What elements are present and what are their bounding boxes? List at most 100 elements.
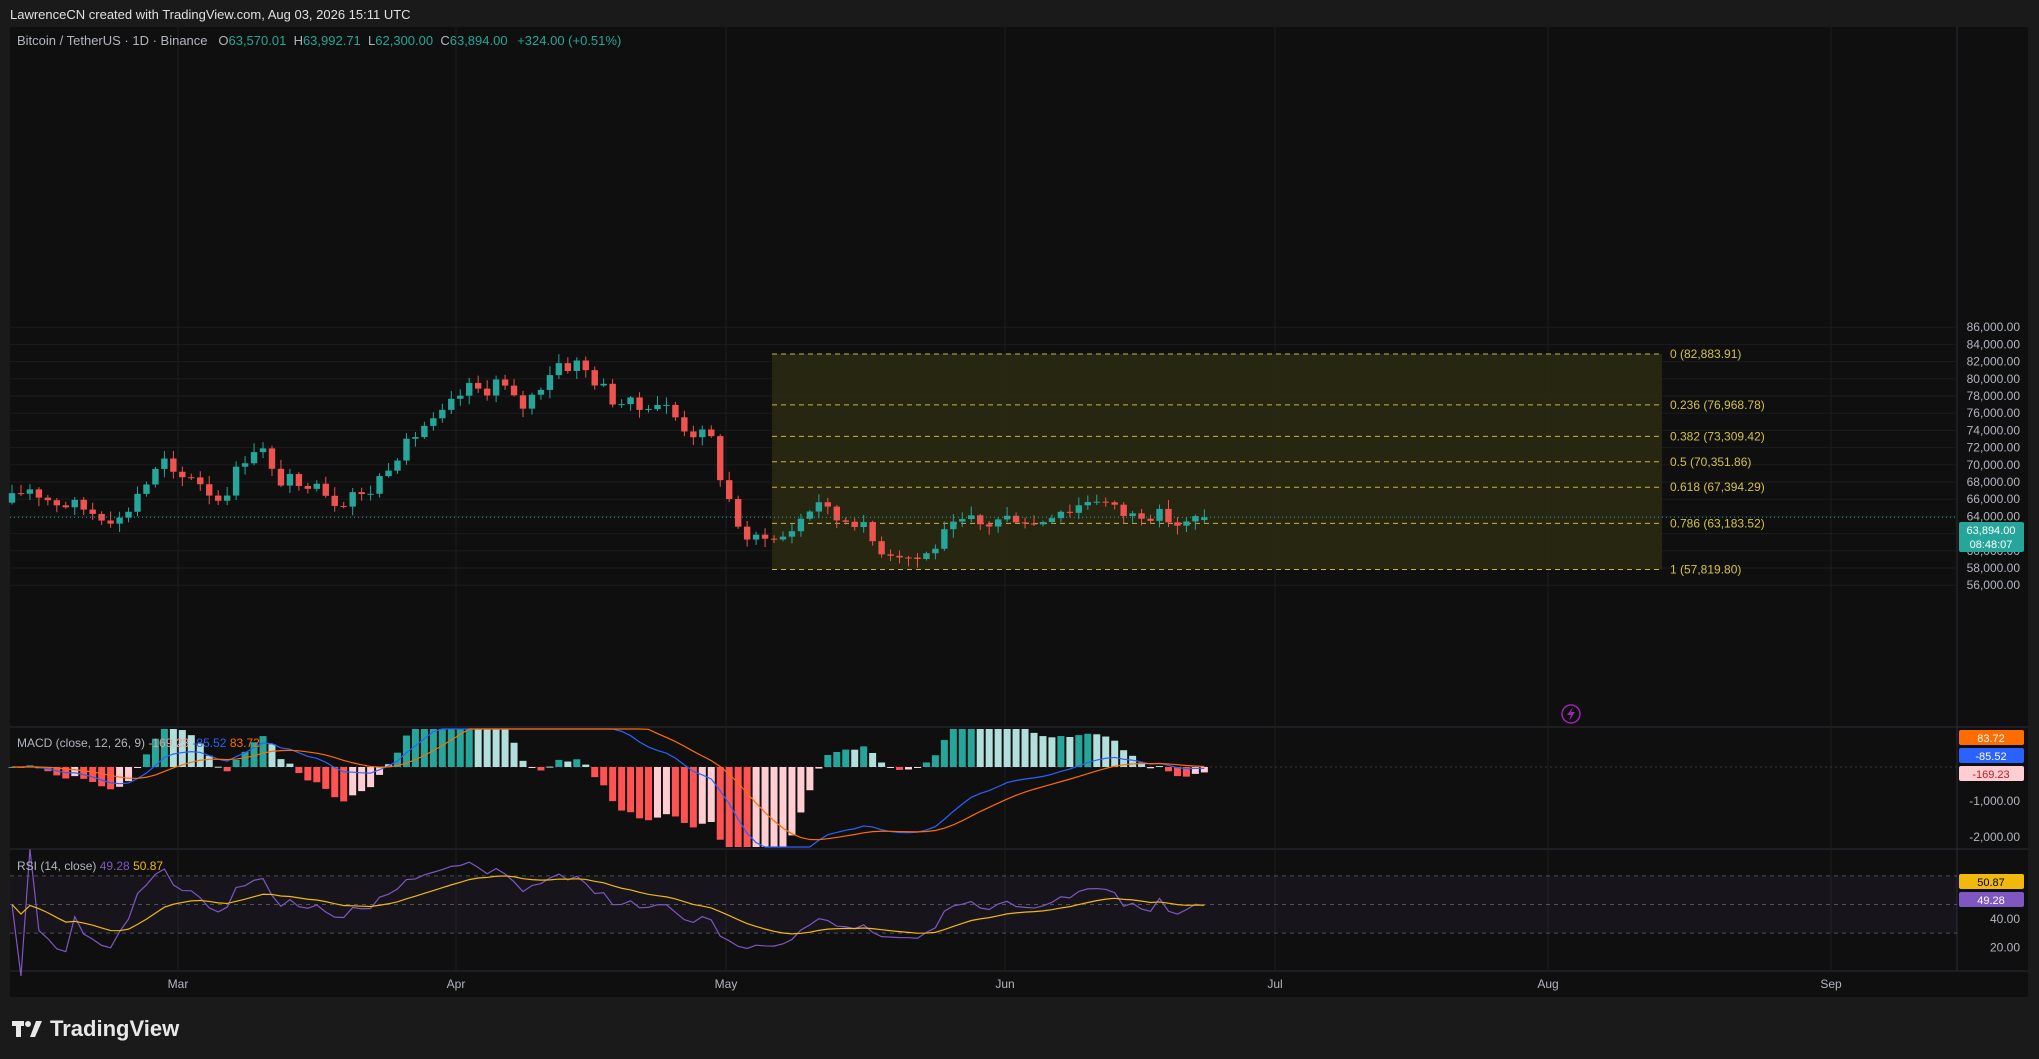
- candle-down: [277, 468, 285, 486]
- candle-down: [501, 379, 509, 386]
- macd-histogram-bar: [797, 767, 805, 813]
- macd-histogram-bar: [967, 729, 975, 767]
- macd-histogram-bar: [205, 755, 213, 767]
- candle-down: [717, 436, 724, 481]
- macd-histogram-bar: [976, 729, 984, 767]
- macd-histogram-bar: [600, 767, 608, 786]
- price-axis-label: 74,000.00: [1967, 423, 2021, 437]
- rsi-line: [11, 849, 1205, 977]
- alert-bolt-icon-ring: [1561, 704, 1581, 724]
- macd-axis-label: -2,000.00: [1969, 830, 2020, 844]
- candle-down: [851, 521, 858, 528]
- alert-bolt-icon[interactable]: [1561, 704, 1581, 724]
- candle-up: [430, 418, 437, 426]
- candle-down: [62, 505, 69, 508]
- symbol-title[interactable]: Bitcoin / TetherUS · 1D · Binance: [17, 33, 208, 48]
- candle-down: [331, 495, 338, 506]
- close-value: 63,894.00: [449, 33, 508, 48]
- candle-up: [950, 521, 957, 530]
- open-value: 63,570.01: [228, 33, 287, 48]
- macd-legend[interactable]: MACD (close, 12, 26, 9) -169.23 -85.52 8…: [17, 736, 260, 750]
- macd-histogram-bar: [653, 767, 661, 818]
- price-axis-label: 56,000.00: [1967, 578, 2021, 592]
- candle-down: [681, 417, 688, 432]
- macd-label: MACD (close, 12, 26, 9): [17, 736, 146, 750]
- candle-down: [510, 385, 518, 396]
- candle-down: [770, 538, 778, 540]
- rsi-ma-tag-text: 50.87: [1977, 877, 2005, 889]
- candle-down: [672, 404, 679, 418]
- macd-histogram-bar: [698, 767, 706, 824]
- macd-hist-value: -169.23: [148, 736, 190, 750]
- macd-histogram-bar: [833, 751, 841, 767]
- macd-histogram-bar: [519, 760, 527, 767]
- candle-up: [654, 404, 661, 410]
- candle-down: [483, 388, 491, 396]
- macd-histogram-bar: [824, 755, 832, 767]
- candle-down: [1174, 522, 1181, 526]
- candle-down: [197, 477, 204, 485]
- macd-histogram-bar: [627, 767, 635, 813]
- candle-up: [223, 495, 231, 501]
- candle-up: [994, 519, 1002, 527]
- candle-up: [752, 534, 760, 540]
- macd-histogram-bar: [196, 743, 204, 767]
- candle-down: [833, 506, 840, 521]
- candle-up: [376, 476, 383, 494]
- macd-histogram-bar: [860, 746, 868, 767]
- candle-down: [17, 493, 25, 495]
- candle-down: [690, 431, 697, 438]
- candle-up: [349, 492, 356, 507]
- candle-down: [295, 473, 303, 486]
- candle-down: [761, 534, 769, 539]
- macd-histogram-bar: [1200, 767, 1208, 773]
- macd-histogram-bar: [761, 767, 769, 847]
- macd-histogram-bar: [743, 767, 751, 847]
- candle-up: [1201, 517, 1208, 521]
- candle-up: [394, 460, 401, 471]
- time-axis-label: Sep: [1820, 977, 1842, 991]
- candle-down: [609, 383, 616, 405]
- candle-down: [896, 555, 903, 558]
- macd-histogram-bar: [268, 744, 276, 767]
- candle-up: [627, 397, 634, 405]
- macd-histogram-bar: [770, 767, 778, 847]
- macd-histogram-bar: [528, 767, 536, 768]
- candle-up: [421, 425, 428, 438]
- axis-tags: 63,894.00 08:48:07 83.72 -85.52 -169.23 50.87…: [1561, 522, 2024, 907]
- macd-histogram-bar: [1164, 767, 1172, 772]
- macd-value: -85.52: [192, 736, 227, 750]
- tradingview-brand[interactable]: TradingView: [12, 1016, 179, 1042]
- alert-bolt-icon-glyph: [1567, 707, 1575, 721]
- macd-histogram-bar: [1003, 729, 1011, 767]
- macd-histogram-bar: [842, 749, 850, 767]
- macd-histogram-bar: [492, 729, 500, 767]
- macd-histogram-bar: [1138, 762, 1146, 767]
- candle-up: [860, 522, 867, 528]
- candle-up: [1192, 516, 1199, 522]
- macd-histogram-bar: [1182, 767, 1190, 777]
- macd-histogram-bar: [940, 739, 948, 767]
- macd-histogram-bar: [358, 767, 366, 792]
- candle-up: [412, 437, 419, 439]
- candle-up: [152, 468, 159, 485]
- candle-up: [492, 379, 500, 396]
- macd-histogram-bar: [662, 767, 670, 815]
- macd-histogram-bar: [1021, 729, 1029, 767]
- candle-down: [35, 489, 43, 498]
- candle-up: [1057, 511, 1065, 519]
- macd-histogram-bar: [1156, 766, 1164, 768]
- price-axis-label: 64,000.00: [1967, 509, 2021, 523]
- candle-up: [815, 502, 823, 512]
- candle-up: [26, 489, 34, 494]
- low-label: L: [368, 33, 376, 48]
- macd-histogram-bar: [851, 749, 859, 767]
- candle-up: [573, 360, 580, 372]
- macd-histogram-bar: [591, 767, 599, 778]
- fibonacci-retracement[interactable]: 0 (82,883.91) 0.236 (76,968.78) 0.382 (73,…: [772, 347, 1765, 577]
- rsi-legend[interactable]: RSI (14, close) 49.28 50.87: [17, 859, 163, 873]
- rsi-pane: [10, 849, 1957, 977]
- candle-down: [1066, 511, 1074, 513]
- rsi-axis-label: 40.00: [1990, 912, 2020, 926]
